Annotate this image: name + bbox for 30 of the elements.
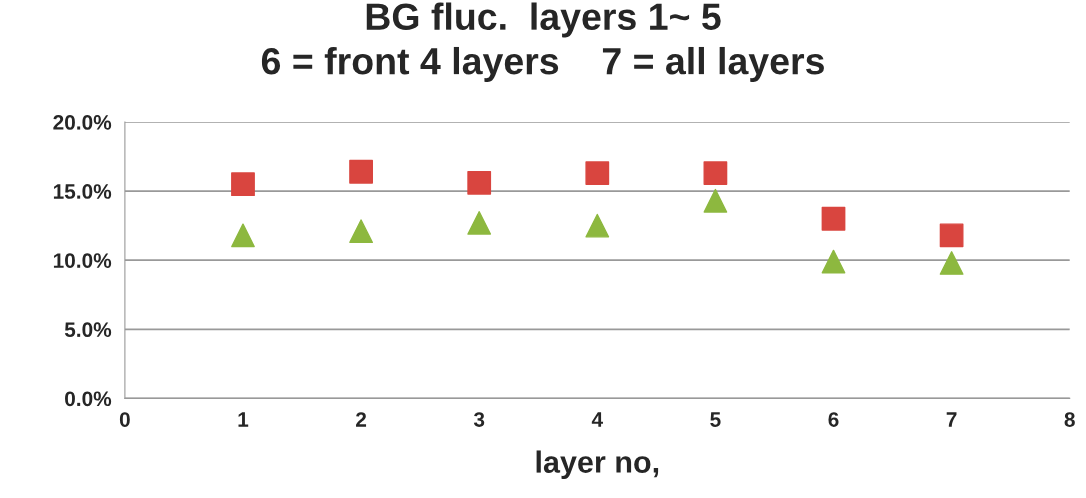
y-tick-label: 0.0%	[65, 391, 112, 407]
x-tick-label: 1	[238, 412, 249, 427]
point	[821, 206, 846, 231]
point	[231, 223, 255, 248]
y-tick-label: 20.0%	[53, 115, 112, 130]
x-tick-label: 6	[828, 412, 839, 427]
point	[231, 172, 255, 197]
x-tick-label: 7	[946, 412, 957, 427]
x-tick-label: 5	[710, 412, 721, 427]
point	[467, 170, 492, 195]
point	[939, 223, 964, 248]
point	[939, 251, 964, 275]
x-tick-label: 0	[119, 412, 130, 427]
point	[585, 213, 610, 238]
point	[467, 210, 492, 235]
x-tick-label: 8	[1064, 412, 1075, 427]
x-tick-label: 4	[591, 412, 603, 427]
point	[349, 219, 373, 244]
point	[585, 161, 610, 186]
x-tick-label: 3	[473, 412, 485, 427]
y-tick-label: 10.0%	[53, 253, 112, 268]
x-tick-label: 2	[356, 412, 367, 427]
x-axis-title: layer no,	[536, 450, 659, 479]
y-tick-label: 15.0%	[53, 184, 112, 199]
point	[821, 249, 846, 274]
point	[703, 188, 728, 213]
point	[703, 161, 728, 186]
y-tick-label: 5.0%	[64, 322, 112, 338]
chart-title: BG fluc. layers 1~ 5 6 = front 4 layers 7 = all layers	[261, 2, 824, 82]
point	[349, 159, 373, 184]
